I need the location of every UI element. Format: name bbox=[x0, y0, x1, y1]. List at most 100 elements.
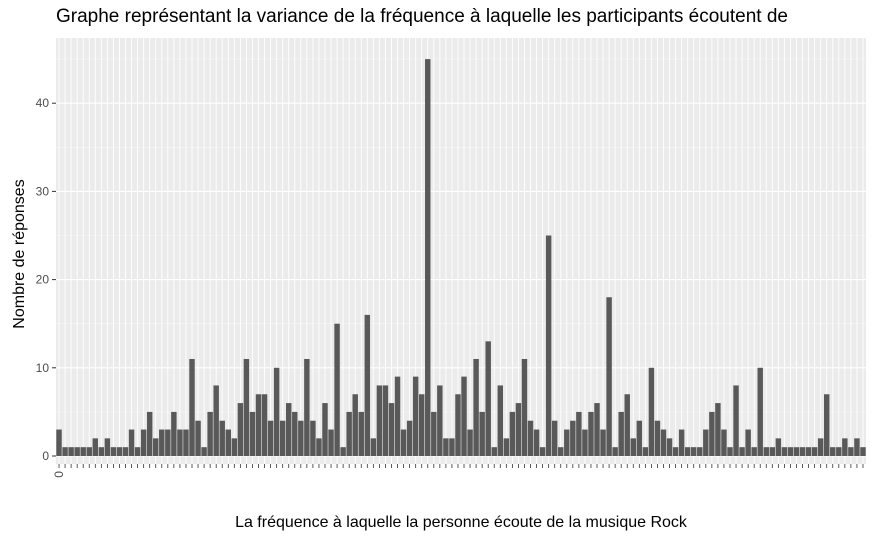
y-tick-label: 20 bbox=[36, 273, 50, 287]
bar bbox=[382, 385, 389, 456]
bar bbox=[618, 411, 624, 456]
bar bbox=[485, 341, 491, 456]
chart-title: Graphe représentant la variance de la fr… bbox=[56, 6, 788, 27]
bar bbox=[533, 429, 540, 456]
bar bbox=[279, 420, 286, 456]
bar bbox=[388, 403, 395, 456]
bar bbox=[787, 447, 794, 456]
bar bbox=[201, 447, 207, 456]
bar bbox=[104, 438, 111, 456]
bar bbox=[406, 420, 413, 456]
bar bbox=[503, 438, 510, 456]
bar bbox=[74, 447, 80, 456]
bar bbox=[98, 447, 105, 456]
bar bbox=[213, 385, 219, 456]
bar bbox=[823, 394, 830, 456]
bar bbox=[68, 447, 74, 456]
bar bbox=[261, 394, 268, 456]
bar bbox=[461, 376, 467, 456]
y-tick-label: 30 bbox=[36, 184, 50, 198]
bar bbox=[703, 429, 709, 456]
bar bbox=[745, 429, 751, 456]
bar bbox=[551, 420, 558, 456]
bar bbox=[479, 411, 485, 456]
bar bbox=[304, 358, 310, 456]
bar bbox=[316, 438, 322, 456]
bar bbox=[817, 438, 824, 456]
bar bbox=[153, 438, 159, 456]
bar bbox=[660, 429, 667, 456]
bar bbox=[400, 429, 407, 456]
bar bbox=[684, 447, 691, 456]
bar bbox=[763, 447, 769, 456]
bar bbox=[352, 394, 358, 456]
bar bbox=[521, 358, 528, 456]
bar bbox=[243, 358, 250, 456]
bar bbox=[437, 385, 443, 456]
bar bbox=[86, 447, 92, 456]
bar bbox=[273, 367, 280, 456]
bars bbox=[56, 59, 866, 456]
bar bbox=[255, 394, 262, 456]
bar bbox=[805, 447, 812, 456]
bar bbox=[594, 403, 600, 456]
bar bbox=[286, 403, 292, 456]
bar bbox=[654, 420, 661, 456]
bar bbox=[600, 429, 606, 456]
bar bbox=[56, 429, 62, 456]
bar bbox=[340, 447, 346, 456]
bar bbox=[491, 447, 497, 456]
bar bbox=[570, 420, 576, 456]
bar bbox=[564, 429, 570, 456]
bar bbox=[793, 447, 800, 456]
bar bbox=[455, 394, 461, 456]
bar bbox=[237, 403, 244, 456]
bar bbox=[443, 438, 449, 456]
bar bbox=[636, 420, 643, 456]
bar bbox=[177, 429, 183, 456]
bar bbox=[249, 411, 256, 456]
bar bbox=[648, 367, 655, 456]
bar bbox=[207, 411, 213, 456]
bar bbox=[751, 447, 757, 456]
bar bbox=[497, 385, 504, 456]
bar bbox=[219, 420, 225, 456]
bar bbox=[473, 358, 479, 456]
bar bbox=[80, 447, 86, 456]
x-axis-ticks: 0 bbox=[52, 464, 864, 478]
bar bbox=[739, 447, 745, 456]
bar bbox=[527, 420, 534, 456]
bar bbox=[110, 447, 117, 456]
bar bbox=[267, 420, 274, 456]
y-tick-label: 40 bbox=[36, 96, 50, 110]
bar bbox=[292, 411, 298, 456]
bar bbox=[412, 376, 419, 456]
bar bbox=[425, 59, 431, 456]
bar bbox=[678, 429, 685, 456]
bar bbox=[715, 403, 721, 456]
bar bbox=[630, 438, 636, 456]
bar bbox=[576, 411, 582, 456]
y-tick-label: 0 bbox=[42, 449, 49, 463]
y-axis-title: Nombre de réponses bbox=[11, 179, 28, 328]
y-axis-ticks: 0 10 20 30 40 bbox=[36, 96, 56, 463]
bar bbox=[733, 385, 739, 456]
y-tick-label: 10 bbox=[36, 361, 50, 375]
bar bbox=[811, 447, 818, 456]
bar bbox=[134, 447, 141, 456]
bar bbox=[418, 394, 425, 456]
bar bbox=[394, 376, 401, 456]
bar bbox=[539, 447, 546, 456]
bar bbox=[140, 429, 147, 456]
bar bbox=[165, 429, 171, 456]
bar bbox=[588, 411, 594, 456]
bar bbox=[322, 403, 328, 456]
bar bbox=[624, 394, 630, 456]
bar bbox=[775, 438, 782, 456]
bar bbox=[769, 447, 776, 456]
bar bbox=[558, 447, 564, 456]
bar bbox=[860, 447, 866, 456]
x-axis-title: La fréquence à laquelle la personne écou… bbox=[235, 514, 688, 531]
x-tick-label: 0 bbox=[52, 471, 66, 478]
bar bbox=[364, 314, 371, 456]
